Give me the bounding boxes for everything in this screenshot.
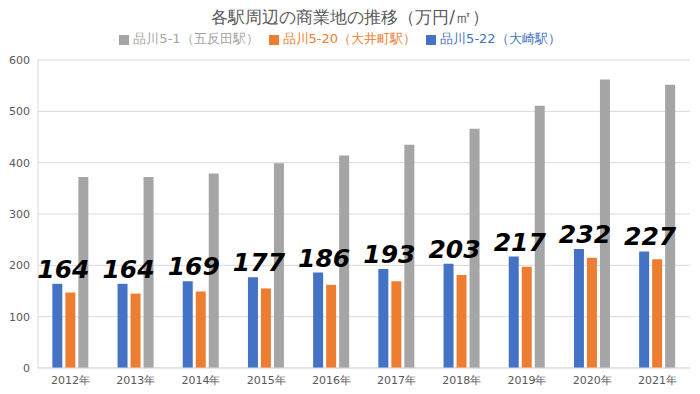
- svg-text:217: 217: [494, 228, 547, 257]
- html-text:各駅周辺の商業地の推移（万円/㎡）: 各駅周辺の商業地の推移（万円/㎡）: [211, 7, 489, 27]
- svg-text:232: 232: [559, 220, 611, 249]
- svg-text:400: 400: [9, 157, 30, 170]
- svg-text:2015年: 2015年: [247, 374, 286, 387]
- svg-text:2013年: 2013年: [116, 374, 155, 387]
- svg-text:0: 0: [23, 362, 30, 375]
- svg-text:2019年: 2019年: [508, 374, 547, 387]
- svg-text:300: 300: [9, 208, 30, 221]
- svg-text:193: 193: [363, 240, 415, 269]
- svg-text:100: 100: [9, 311, 30, 324]
- svg-text:200: 200: [9, 259, 30, 272]
- svg-text:2017年: 2017年: [377, 374, 416, 387]
- svg-text:2014年: 2014年: [182, 374, 221, 387]
- svg-text:186: 186: [298, 244, 350, 273]
- svg-text:164: 164: [37, 255, 89, 284]
- html-text:品川5-22（大崎駅）: 品川5-22（大崎駅）: [440, 31, 561, 46]
- svg-text:2020年: 2020年: [573, 374, 612, 387]
- html-text:品川5-1（五反田駅）: 品川5-1（五反田駅）: [133, 31, 259, 46]
- svg-text:2021年: 2021年: [638, 374, 677, 387]
- svg-text:164: 164: [102, 255, 154, 284]
- svg-text:500: 500: [9, 105, 30, 118]
- svg-text:203: 203: [428, 235, 480, 264]
- svg-text:227: 227: [624, 222, 677, 251]
- svg-text:169: 169: [168, 252, 220, 281]
- svg-text:177: 177: [233, 248, 286, 277]
- html-text:品川5-20（大井町駅）: 品川5-20（大井町駅）: [282, 31, 417, 46]
- svg-text:600: 600: [9, 54, 30, 67]
- svg-text:2016年: 2016年: [312, 374, 351, 387]
- svg-text:2012年: 2012年: [51, 374, 90, 387]
- svg-text:2018年: 2018年: [442, 374, 481, 387]
